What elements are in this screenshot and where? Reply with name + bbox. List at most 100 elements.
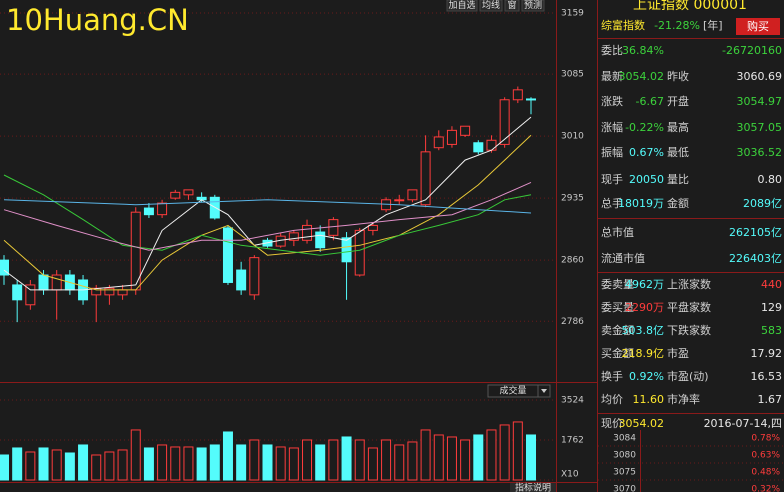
volume-bar: [51, 449, 62, 481]
quote-label: 现手: [601, 172, 623, 186]
quote-value: 503.8亿: [622, 324, 665, 337]
quote-label: 委比: [601, 44, 623, 57]
volume-bar: [12, 447, 23, 481]
quote-label: 流通市值: [601, 251, 645, 265]
quote-value: 0.80: [758, 173, 783, 186]
toolbar-label: 加自选: [448, 0, 475, 11]
quote-value: -0.22%: [625, 121, 664, 134]
quote-label: 量比: [667, 173, 689, 186]
candle-body: [288, 232, 299, 241]
quote-value: -6.67: [636, 95, 664, 108]
toolbar-button[interactable]: [504, 0, 520, 12]
candle-body: [420, 151, 431, 206]
volume-bar: [236, 444, 247, 481]
quote-value: 2016-07-14,四: [704, 417, 782, 430]
y-tick-label: 3085: [561, 70, 584, 80]
quote-label: 最高: [667, 120, 689, 134]
header-period: [年]: [703, 18, 723, 32]
volume-bar: [117, 449, 128, 481]
quote-value: 2290万: [625, 301, 664, 314]
quote-label: 下跌家数: [667, 323, 711, 337]
candle-body: [302, 224, 313, 241]
indicator-label: 成交量: [499, 385, 526, 397]
y-tick-label: 1762: [561, 435, 584, 445]
volume-bar: [473, 434, 484, 481]
candle-body: [407, 189, 418, 201]
quote-value: -26720160: [722, 44, 782, 57]
volume-bar: [91, 454, 102, 481]
candle-body: [0, 259, 9, 276]
volume-bar: [209, 444, 220, 481]
depth-percent: 0.32%: [751, 485, 780, 492]
moving-average: [3, 134, 532, 291]
candle-body: [486, 139, 497, 151]
toolbar-label: 均线: [482, 0, 500, 11]
quote-label: 买金额: [601, 346, 634, 360]
candle-body: [222, 227, 233, 283]
quote-value: -36.84%: [618, 44, 664, 57]
quote-value: 11.60: [633, 393, 665, 406]
quote-value: 20050: [629, 173, 664, 186]
candle-body: [25, 284, 36, 306]
quote-value: 440: [761, 278, 782, 291]
quote-value: 129: [761, 301, 782, 314]
quote-label: 市盈: [667, 346, 689, 360]
chart-area: 3159 3085 3010 2935 2860 2786 3524 1762 X10: [0, 8, 584, 481]
depth-percent: 0.78%: [751, 434, 780, 444]
moving-average: [3, 174, 532, 256]
quote-value: 3054.02: [619, 70, 665, 83]
quote-label: 现价: [601, 417, 623, 430]
quote-value: 4962万: [625, 278, 664, 291]
candle-body: [460, 125, 471, 136]
quote-value: 3054.97: [737, 95, 783, 108]
candle-body: [117, 289, 128, 296]
quote-label: 平盘家数: [667, 300, 711, 314]
quote-label: 最新: [601, 69, 623, 83]
quote-label: 换手: [601, 369, 623, 383]
y-tick-label: 2935: [561, 194, 584, 204]
candle-body: [249, 257, 260, 296]
y-tick-label: X10: [561, 470, 579, 480]
volume-bar: [104, 451, 115, 481]
volume-bar: [275, 446, 286, 481]
candle-body: [341, 237, 352, 263]
quote-value: 218.9亿: [622, 347, 665, 360]
volume-bar: [25, 451, 36, 481]
candle-body: [143, 207, 154, 216]
quote-label: 总手: [601, 196, 623, 210]
quote-label: 涨幅: [601, 121, 623, 134]
quote-title: 上证指数 000001: [633, 0, 747, 13]
volume-bar: [196, 447, 207, 481]
volume-bar: [486, 429, 497, 481]
moving-average: [3, 199, 532, 214]
candle-body: [328, 219, 339, 236]
buy-label: 购买: [747, 19, 769, 33]
candle-body: [367, 224, 378, 231]
volume-bar: [157, 444, 168, 481]
depth-price: 3080: [613, 451, 636, 461]
dropdown-arrow: [541, 389, 547, 393]
volume-bar: [64, 452, 75, 481]
footer-button[interactable]: [510, 483, 556, 492]
volume-bar: [328, 439, 339, 481]
candle-body: [236, 269, 247, 291]
candle-body: [394, 199, 405, 202]
volume-bar: [315, 444, 326, 481]
volume-bar: [499, 424, 510, 481]
quote-value: 3036.52: [737, 146, 783, 159]
toolbar-button[interactable]: [446, 0, 478, 12]
toolbar-button[interactable]: [521, 0, 545, 12]
depth-price: 3084: [613, 434, 636, 444]
volume-bar: [38, 447, 49, 481]
quote-label: 市净率: [667, 392, 700, 406]
quote-value: 18019万: [618, 197, 664, 210]
volume-bar: [249, 439, 260, 481]
quote-label: 均价: [601, 393, 623, 406]
toolbar-button[interactable]: [479, 0, 503, 12]
candle-body: [433, 136, 444, 149]
y-tick-label: 3524: [561, 395, 584, 405]
buy-button[interactable]: [736, 18, 780, 35]
quote-label: 总市值: [601, 225, 634, 239]
quote-value: 262105亿: [729, 226, 782, 239]
